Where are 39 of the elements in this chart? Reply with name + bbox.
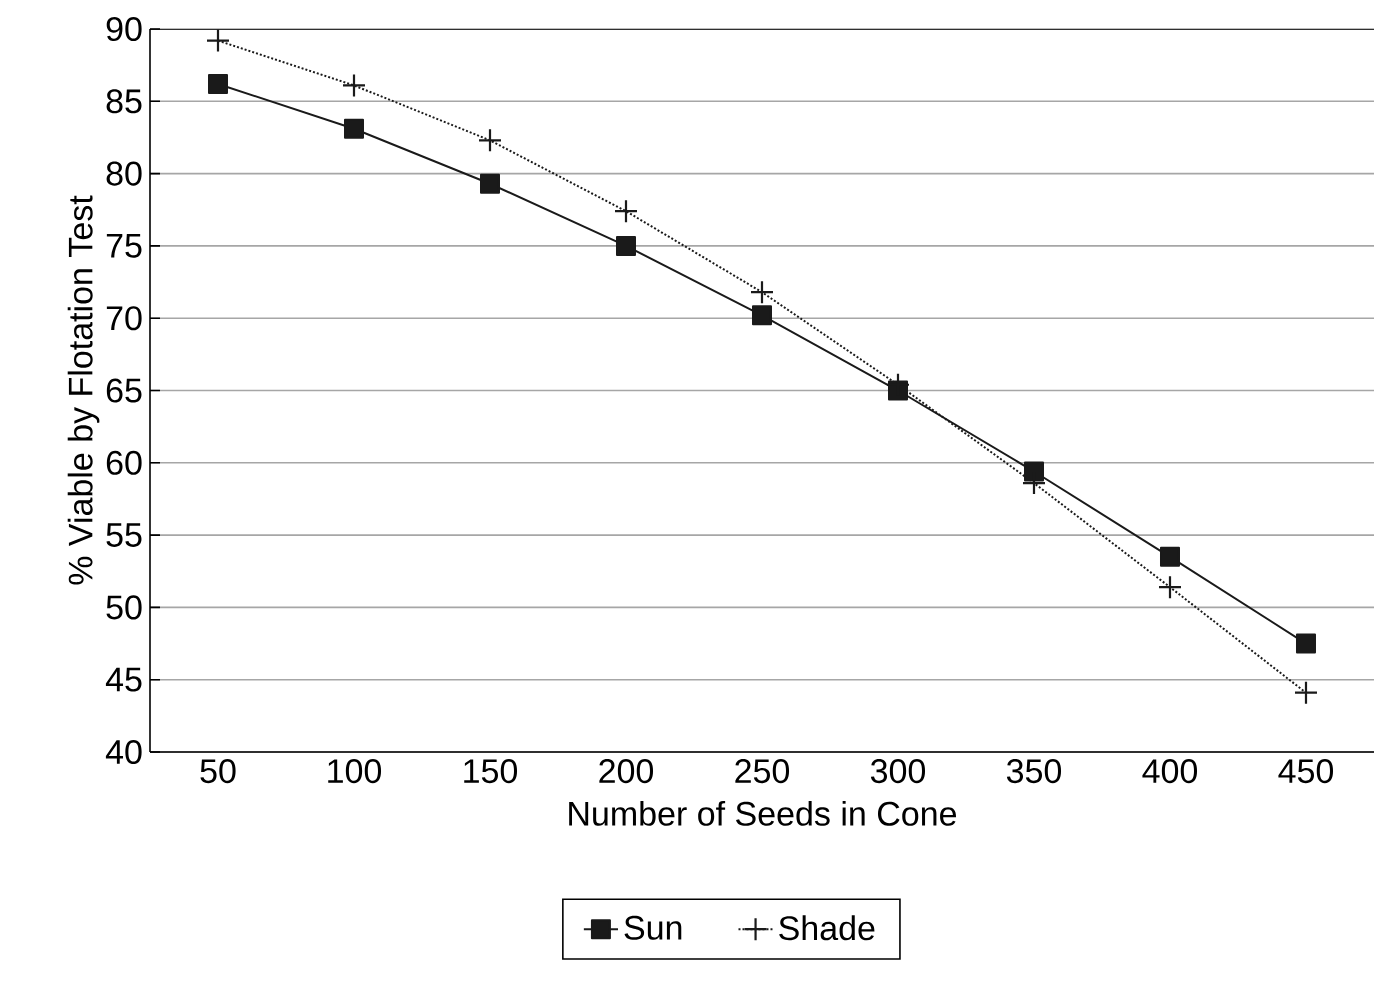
point [752,305,772,326]
x-tick-label: 400 [1142,759,1198,784]
y-tick-label: 55 [106,523,142,547]
point [480,173,500,194]
point [1024,461,1044,482]
y-tick-label: 90 [106,16,142,42]
y-tick-label: 60 [106,450,142,475]
x-tick-label: 100 [328,759,382,784]
point [1159,576,1181,599]
y-axis-title: % Viable by Flotation Test [67,195,100,585]
point [208,73,228,94]
y-tick-label: 85 [106,89,142,114]
y-tick-label: 70 [106,306,142,331]
y-tick-label: 80 [106,161,142,186]
y-tick-label: 75 [106,234,142,258]
legend-label: Shade [779,915,875,941]
point [1295,633,1316,654]
x-tick-label: 450 [1278,759,1334,784]
point [1294,681,1317,704]
x-axis-title: Number of Seeds in Cone [569,800,957,826]
point [344,118,364,139]
legend-label: Sun [624,915,682,940]
y-tick-label: 50 [106,595,142,620]
point [1160,546,1180,567]
x-tick-label: 300 [870,759,926,784]
y-tick-label: 45 [105,667,142,692]
point [207,29,229,52]
x-tick-label: 350 [1006,759,1062,784]
y-tick-label: 40 [105,739,142,765]
point [616,235,636,256]
x-tick-label: 250 [735,759,790,784]
point [479,129,501,152]
x-tick-label: 50 [200,759,236,784]
point [615,200,637,223]
x-tick-label: 150 [464,759,518,784]
x-tick-label: 200 [599,759,654,784]
y-tick-label: 65 [106,378,142,403]
point [343,74,365,97]
point [751,281,773,304]
